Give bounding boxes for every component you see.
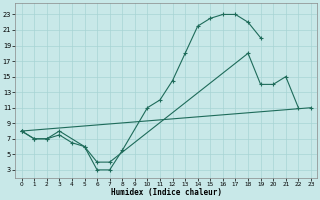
X-axis label: Humidex (Indice chaleur): Humidex (Indice chaleur) xyxy=(111,188,222,197)
